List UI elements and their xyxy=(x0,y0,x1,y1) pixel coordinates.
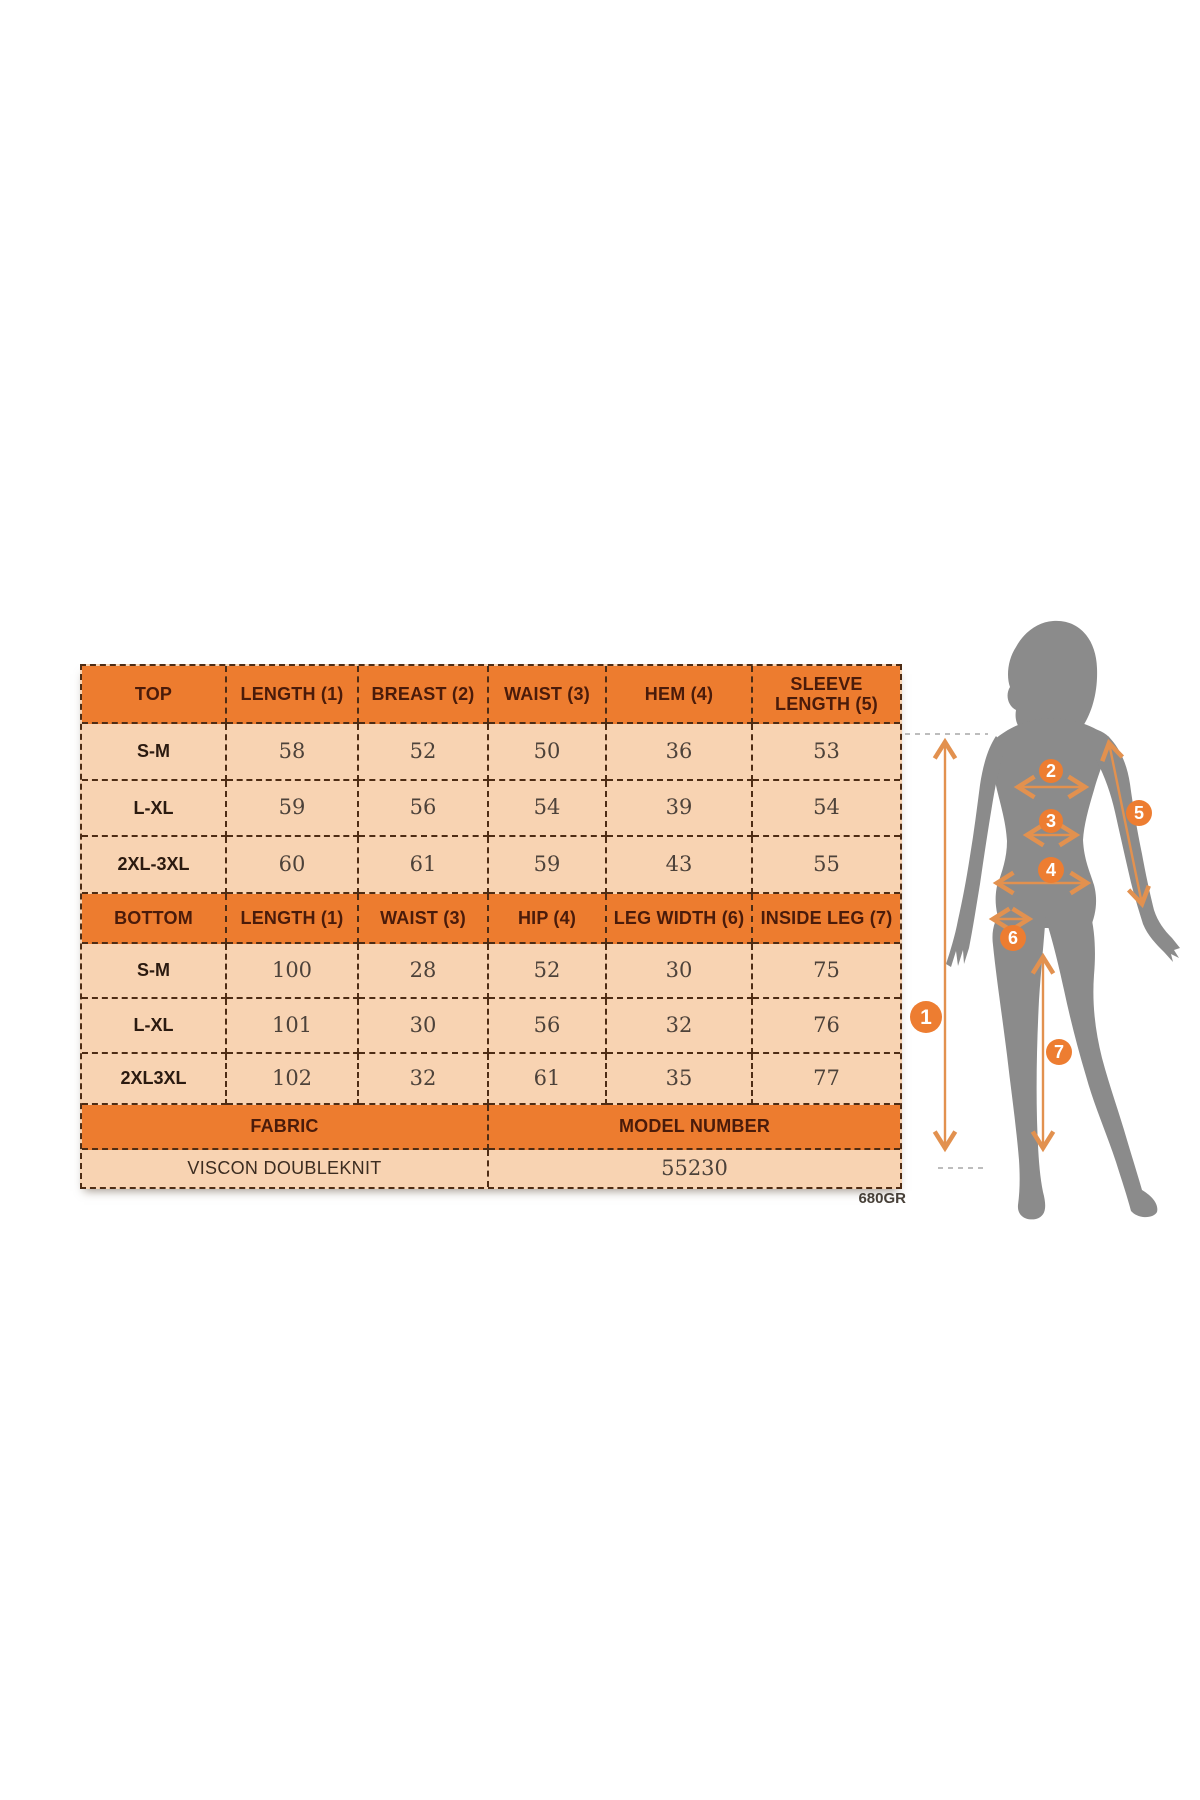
fabric-weight-note: 680GR xyxy=(858,1190,906,1207)
size-label: L-XL xyxy=(82,781,227,837)
measurement-value: 35 xyxy=(607,1054,753,1105)
marker-4-label: 4 xyxy=(1046,860,1056,880)
size-label: L-XL xyxy=(82,999,227,1054)
top-header-cell: LENGTH (1) xyxy=(227,666,359,724)
measurement-value: 54 xyxy=(489,781,607,837)
top-header-cell: HEM (4) xyxy=(607,666,753,724)
marker-1-label: 1 xyxy=(920,1006,932,1029)
fabric-header-cell: FABRIC xyxy=(82,1105,489,1150)
marker-7-circle xyxy=(1046,1039,1072,1065)
measurement-value: 75 xyxy=(753,944,900,999)
bottom-header-cell: LENGTH (1) xyxy=(227,894,359,944)
measurement-value: 56 xyxy=(359,781,489,837)
top-header-cell: SLEEVE LENGTH (5) xyxy=(753,666,900,724)
measurement-value: 54 xyxy=(753,781,900,837)
top-header-cell: WAIST (3) xyxy=(489,666,607,724)
top-header-cell: BREAST (2) xyxy=(359,666,489,724)
marker-5-circle xyxy=(1126,800,1152,826)
measurement-value: 61 xyxy=(489,1054,607,1105)
marker-7-label: 7 xyxy=(1054,1042,1064,1062)
measurement-value: 39 xyxy=(607,781,753,837)
top-header-cell: TOP xyxy=(82,666,227,724)
model-number-header-cell: MODEL NUMBER xyxy=(489,1105,900,1150)
measurement-value: 59 xyxy=(489,837,607,894)
measurement-value: 61 xyxy=(359,837,489,894)
measurement-value: 55 xyxy=(753,837,900,894)
size-label: S-M xyxy=(82,724,227,781)
marker-5-label: 5 xyxy=(1134,803,1144,823)
measurement-value: 36 xyxy=(607,724,753,781)
measurement-value: 43 xyxy=(607,837,753,894)
marker-6-circle xyxy=(1000,925,1026,951)
bottom-header-cell: HIP (4) xyxy=(489,894,607,944)
arrow-sleeve-5 xyxy=(1100,738,1151,909)
measurement-value: 102 xyxy=(227,1054,359,1105)
size-label: 2XL3XL xyxy=(82,1054,227,1105)
size-label: S-M xyxy=(82,944,227,999)
measurement-value: 50 xyxy=(489,724,607,781)
measurement-value: 77 xyxy=(753,1054,900,1105)
measurement-value: 30 xyxy=(359,999,489,1054)
bottom-header-cell: WAIST (3) xyxy=(359,894,489,944)
size-label: 2XL-3XL xyxy=(82,837,227,894)
measurement-value: 76 xyxy=(753,999,900,1054)
measurement-value: 58 xyxy=(227,724,359,781)
measurement-value: 52 xyxy=(489,944,607,999)
bottom-header-cell: BOTTOM xyxy=(82,894,227,944)
marker-6-label: 6 xyxy=(1008,928,1018,948)
bottom-header-cell: INSIDE LEG (7) xyxy=(753,894,900,944)
marker-3-circle xyxy=(1039,809,1063,833)
measurement-value: 59 xyxy=(227,781,359,837)
marker-1-circle xyxy=(910,1001,942,1033)
measurement-value: 53 xyxy=(753,724,900,781)
measurement-figure: 1 2 3 4 5 6 7 xyxy=(905,620,1180,1220)
measurement-value: 100 xyxy=(227,944,359,999)
measurement-value: 52 xyxy=(359,724,489,781)
measurement-value: 32 xyxy=(359,1054,489,1105)
marker-3-label: 3 xyxy=(1046,811,1056,831)
size-table: TOP LENGTH (1) BREAST (2) WAIST (3) HEM … xyxy=(80,664,902,1189)
fabric-value-cell: VISCON DOUBLEKNIT xyxy=(82,1150,489,1187)
measurement-value: 60 xyxy=(227,837,359,894)
measurement-value: 56 xyxy=(489,999,607,1054)
marker-4-circle xyxy=(1038,857,1064,883)
marker-2-circle xyxy=(1039,759,1063,783)
measurement-value: 28 xyxy=(359,944,489,999)
marker-2-label: 2 xyxy=(1046,761,1056,781)
bottom-header-cell: LEG WIDTH (6) xyxy=(607,894,753,944)
figure-markers: 1 2 3 4 5 6 7 xyxy=(910,759,1152,1065)
model-number-value-cell: 55230 xyxy=(489,1150,900,1187)
female-silhouette xyxy=(946,620,1180,1220)
measurement-value: 32 xyxy=(607,999,753,1054)
measurement-value: 101 xyxy=(227,999,359,1054)
measurement-value: 30 xyxy=(607,944,753,999)
